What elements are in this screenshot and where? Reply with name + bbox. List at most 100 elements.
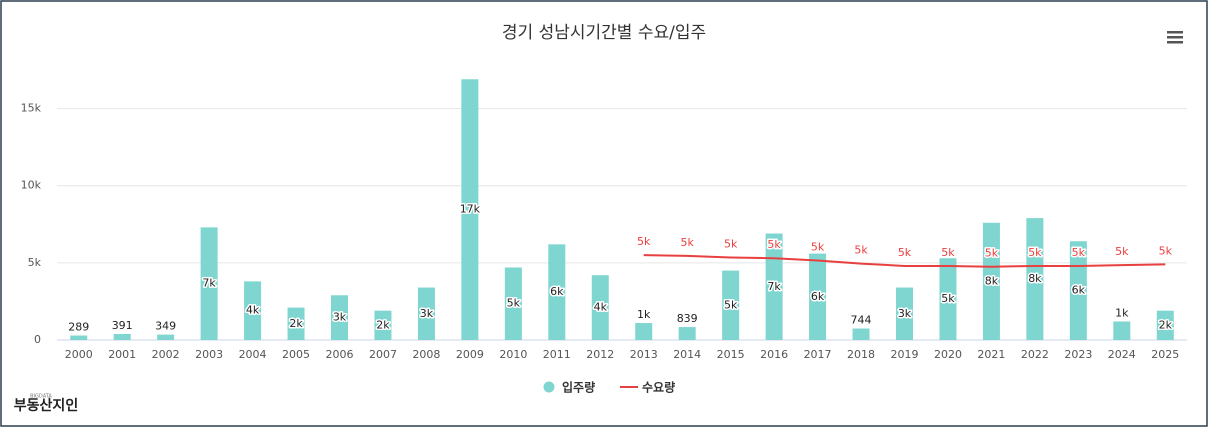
bar <box>157 334 175 340</box>
line-label: 5k <box>941 246 955 259</box>
x-tick-label: 2014 <box>673 348 701 361</box>
x-tick-label: 2025 <box>1151 348 1179 361</box>
bar-label: 1k <box>637 308 651 321</box>
x-tick-label: 2008 <box>412 348 440 361</box>
bar-label: 839 <box>677 312 698 325</box>
x-tick-label: 2023 <box>1064 348 1092 361</box>
y-tick-label: 15k <box>21 102 42 115</box>
bar-label: 2k <box>376 318 390 331</box>
bar <box>591 275 609 340</box>
bar-label: 6k <box>1072 284 1086 297</box>
bar-label: 17k <box>460 203 481 216</box>
x-tick-label: 2020 <box>934 348 962 361</box>
bar <box>852 328 870 340</box>
x-tick-label: 2009 <box>456 348 484 361</box>
bar-label: 7k <box>767 280 781 293</box>
x-tick-label: 2001 <box>108 348 136 361</box>
bar <box>982 222 1000 340</box>
x-tick-label: 2011 <box>543 348 571 361</box>
bar-label: 3k <box>898 307 912 320</box>
bar <box>113 333 131 340</box>
x-tick-label: 2005 <box>282 348 310 361</box>
menu-bar[interactable] <box>1167 31 1183 34</box>
bar-label: 1k <box>1115 306 1129 319</box>
bar <box>1113 321 1131 340</box>
bar-label: 7k <box>202 277 216 290</box>
bar-label: 3k <box>420 307 434 320</box>
x-tick-label: 2016 <box>760 348 788 361</box>
bar <box>287 307 305 340</box>
bar <box>417 287 435 340</box>
x-tick-label: 2018 <box>847 348 875 361</box>
x-tick-label: 2019 <box>891 348 919 361</box>
bar-label: 4k <box>594 301 608 314</box>
chart-title: 경기 성남시기간별 수요/입주 <box>502 23 706 43</box>
x-tick-label: 2017 <box>804 348 832 361</box>
line <box>643 254 1166 268</box>
bar <box>244 281 262 340</box>
line-label: 5k <box>724 237 738 250</box>
bar <box>678 327 696 340</box>
bar <box>896 287 913 340</box>
x-tick-label: 2003 <box>195 348 223 361</box>
line-label: 5k <box>637 235 651 248</box>
bar-label: 744 <box>851 314 872 327</box>
menu-bar[interactable] <box>1167 41 1183 44</box>
bar <box>504 267 522 340</box>
bar <box>374 310 392 340</box>
line-label: 5k <box>811 241 825 254</box>
x-tick-label: 2013 <box>630 348 658 361</box>
x-tick-label: 2012 <box>586 348 614 361</box>
legend-label: 입주량 <box>562 381 595 395</box>
line-label: 5k <box>1159 244 1173 257</box>
bar-label: 6k <box>811 290 825 303</box>
bar-label: 5k <box>941 292 955 305</box>
bar <box>635 323 653 340</box>
menu-button[interactable] <box>1167 31 1183 44</box>
bar <box>722 270 740 340</box>
x-tick-label: 2000 <box>65 348 93 361</box>
bar <box>331 295 348 340</box>
y-tick-label: 10k <box>21 179 42 192</box>
x-tick-label: 2010 <box>499 348 527 361</box>
bar-label: 5k <box>507 297 521 310</box>
logo-small: BIGDATA <box>30 394 52 400</box>
bar-label: 6k <box>550 285 564 298</box>
x-tick-label: 2022 <box>1021 348 1049 361</box>
x-tick-label: 2004 <box>239 348 267 361</box>
legend-label: 수요량 <box>642 381 675 395</box>
bar <box>200 227 218 340</box>
bar <box>1156 310 1174 340</box>
bar-label: 8k <box>1028 272 1042 285</box>
bar-label: 289 <box>68 321 89 334</box>
line-label: 5k <box>1028 246 1042 259</box>
bar-label: 2k <box>1159 318 1173 331</box>
bar-label: 8k <box>985 274 999 287</box>
line-label: 5k <box>681 236 695 249</box>
x-tick-label: 2006 <box>326 348 354 361</box>
x-tick-label: 2024 <box>1108 348 1136 361</box>
bar-label: 5k <box>724 298 738 311</box>
bar <box>70 335 88 340</box>
y-tick-label: 5k <box>28 256 42 269</box>
bar <box>461 79 479 340</box>
menu-bar[interactable] <box>1167 36 1183 39</box>
bar <box>809 253 827 340</box>
line-label: 5k <box>898 246 912 259</box>
line-label: 5k <box>1115 245 1129 258</box>
legend-symbol <box>543 381 555 393</box>
y-tick-label: 0 <box>34 333 41 346</box>
x-tick-label: 2015 <box>717 348 745 361</box>
bar <box>939 258 957 340</box>
bar-label: 4k <box>246 304 260 317</box>
x-tick-label: 2007 <box>369 348 397 361</box>
line-label: 5k <box>1072 246 1086 259</box>
line-label: 5k <box>854 244 868 257</box>
bar <box>765 233 783 340</box>
x-tick-label: 2021 <box>977 348 1005 361</box>
bar-label: 349 <box>155 320 176 333</box>
bar <box>1026 218 1044 340</box>
line-label: 5k <box>985 247 999 260</box>
